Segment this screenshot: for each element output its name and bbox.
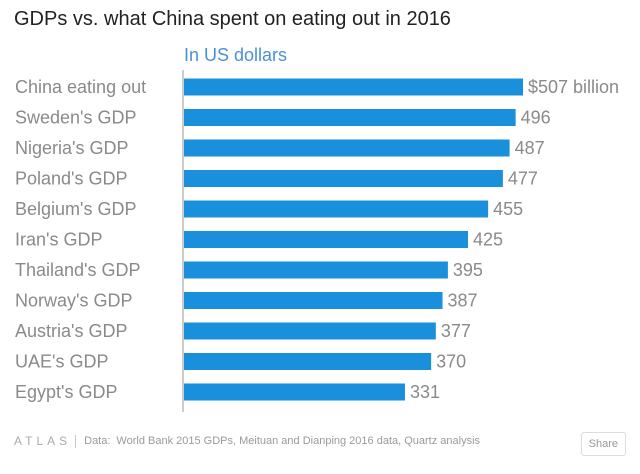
category-label: Poland's GDP: [15, 169, 128, 189]
bar[interactable]: [184, 109, 516, 126]
data-label: 487: [515, 138, 545, 158]
category-label: Sweden's GDP: [15, 108, 137, 128]
data-label: 496: [521, 108, 551, 128]
atlas-logo[interactable]: ATLAS: [14, 434, 72, 448]
data-label: 425: [473, 230, 503, 250]
bar[interactable]: [184, 200, 489, 218]
data-label: 395: [453, 260, 483, 280]
footer-divider: [75, 434, 77, 448]
data-label: 477: [508, 169, 538, 189]
bar[interactable]: [184, 170, 503, 187]
source-text: World Bank 2015 GDPs, Meituan and Dianpi…: [116, 435, 481, 447]
source-prefix: Data:: [84, 435, 111, 447]
chart-footer: ATLAS Data: World Bank 2015 GDPs, Meitua…: [14, 433, 480, 449]
bar[interactable]: [184, 231, 469, 248]
bar[interactable]: [184, 383, 405, 401]
category-label: Austria's GDP: [15, 321, 127, 341]
data-label: $507 billion: [528, 77, 619, 97]
category-label: Norway's GDP: [15, 291, 132, 311]
bar[interactable]: [184, 139, 510, 157]
category-label: Egypt's GDP: [15, 382, 117, 402]
category-label: Iran's GDP: [15, 230, 102, 250]
share-button[interactable]: Share: [580, 432, 626, 456]
bar[interactable]: [184, 261, 448, 279]
category-label: UAE's GDP: [15, 352, 108, 372]
data-label: 387: [448, 291, 478, 311]
chart-subtitle: In US dollars: [184, 45, 288, 65]
data-label: 377: [441, 321, 471, 341]
bar[interactable]: [184, 292, 443, 309]
chart-title: GDPs vs. what China spent on eating out …: [14, 8, 451, 30]
bar[interactable]: [184, 353, 432, 370]
data-label: 370: [436, 352, 466, 372]
data-label: 331: [410, 382, 440, 402]
category-label: China eating out: [15, 77, 146, 97]
category-label: Belgium's GDP: [15, 199, 136, 219]
bar[interactable]: [184, 78, 523, 96]
category-label: Nigeria's GDP: [15, 138, 128, 158]
data-label: 455: [493, 199, 523, 219]
category-label: Thailand's GDP: [15, 260, 141, 280]
bar[interactable]: [184, 322, 436, 340]
